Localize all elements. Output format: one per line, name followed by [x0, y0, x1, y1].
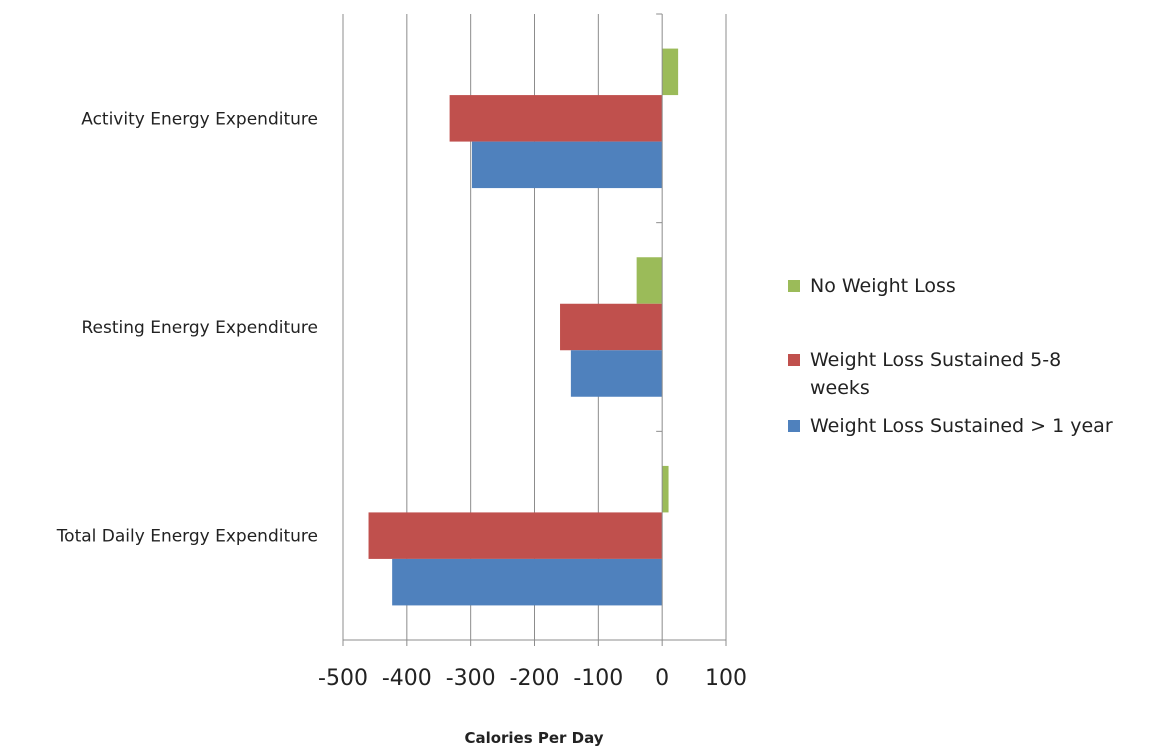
bar: [449, 95, 663, 142]
legend-label: Weight Loss Sustained > 1 year: [810, 415, 1113, 437]
x-tick-label: -500: [318, 666, 368, 691]
bar: [560, 303, 663, 351]
bar: [368, 512, 663, 559]
x-tick-label: 100: [705, 666, 747, 691]
category-label: Activity Energy Expenditure: [81, 109, 318, 129]
legend-swatch: [788, 420, 800, 432]
x-tick-label: -100: [573, 666, 623, 691]
bar: [662, 465, 669, 513]
x-tick-label: -300: [446, 666, 496, 691]
x-tick-label: 0: [655, 666, 669, 691]
bar: [662, 48, 679, 96]
legend-swatch: [788, 280, 800, 292]
axes: [342, 13, 727, 646]
bar: [570, 350, 663, 397]
legend-label: Weight Loss Sustained 5-8 weeks: [810, 349, 1062, 399]
legend-item: Weight Loss Sustained > 1 year: [788, 412, 1156, 440]
legend-label: No Weight Loss: [810, 275, 956, 297]
x-axis-title: Calories Per Day: [464, 729, 603, 747]
x-tick-label: -400: [382, 666, 432, 691]
bars: [368, 48, 679, 606]
legend-item: No Weight Loss: [788, 272, 1156, 300]
labels: -500 -400 -300 -200 -100 0 100 Activity Energy …: [56, 109, 747, 691]
legend-swatch: [788, 354, 800, 366]
bar: [471, 141, 663, 189]
category-label: Total Daily Energy Expenditure: [56, 527, 318, 547]
bar: [392, 558, 663, 606]
bar: [636, 257, 663, 304]
legend: No Weight Loss Weight Loss Sustained 5-8 …: [788, 272, 1156, 440]
x-tick-label: -200: [510, 666, 560, 691]
category-label: Resting Energy Expenditure: [82, 318, 319, 338]
legend-item: Weight Loss Sustained 5-8 weeks: [788, 346, 1070, 402]
